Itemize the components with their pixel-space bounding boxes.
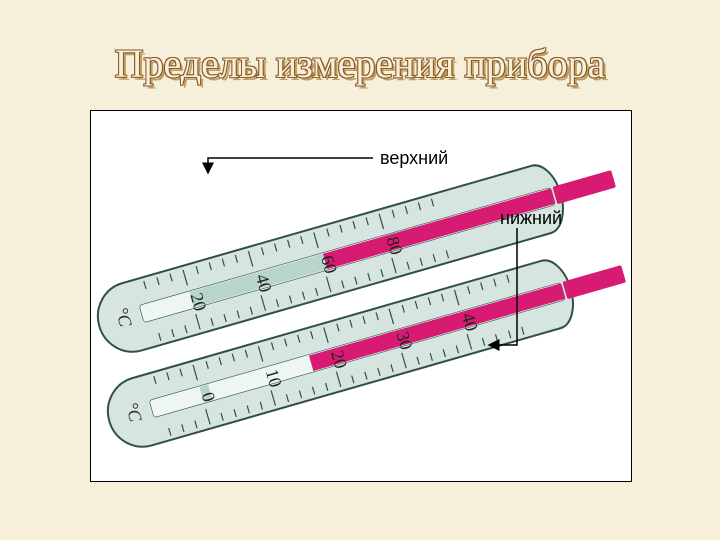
arrow bbox=[208, 158, 373, 173]
diagram-svg: °C20406080°C010203040 bbox=[0, 0, 720, 540]
stage: Пределы измерения прибораПределы измерен… bbox=[0, 0, 720, 540]
label-lower-limit: нижний bbox=[500, 208, 562, 229]
label-upper-limit: верхний bbox=[380, 148, 448, 169]
